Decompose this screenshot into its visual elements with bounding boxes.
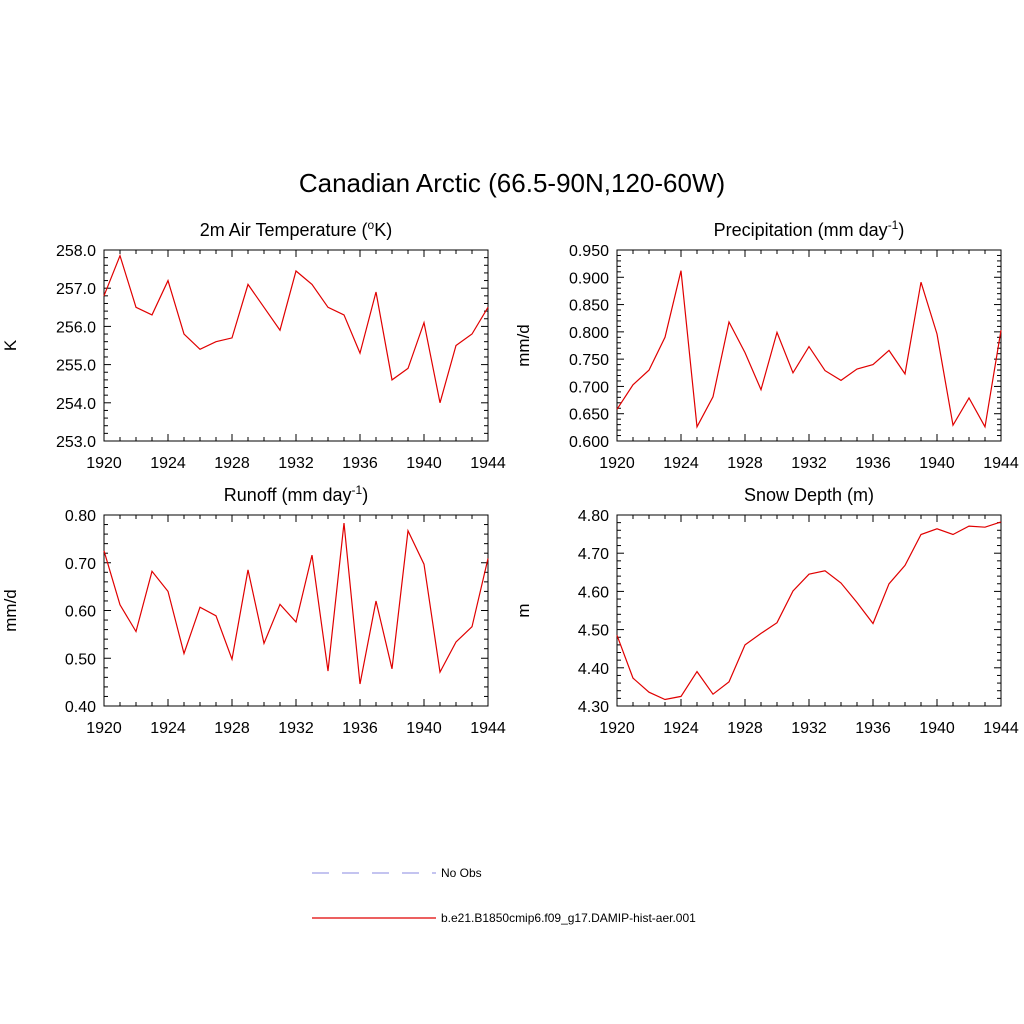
x-tick-label: 1924 <box>150 455 186 472</box>
x-tick-label: 1932 <box>278 720 314 737</box>
x-tick-label: 1940 <box>919 720 955 737</box>
x-tick-label: 1940 <box>406 720 442 737</box>
precipitation-panel: 1920 1924 1928 1932 1936 1940 1944 0.600 0.650 0.… <box>514 218 1019 472</box>
y-tick-label: 4.30 <box>578 699 609 716</box>
y-tick-label: 256.0 <box>56 319 96 336</box>
x-tick-label: 1924 <box>663 455 699 472</box>
plot-frame <box>616 514 1002 707</box>
x-tick-label: 1944 <box>983 720 1019 737</box>
panel-title: Precipitation (mm day-1) <box>714 218 905 240</box>
x-tick-label: 1940 <box>919 455 955 472</box>
y-tick-label: 257.0 <box>56 281 96 298</box>
temperature-panel: 1920 1924 1928 1932 1936 1940 1944 253.0 254.0 25… <box>1 218 506 472</box>
plot-frame <box>616 249 1002 442</box>
y-tick-label: 0.40 <box>65 699 96 716</box>
x-tick-label: 1944 <box>470 455 506 472</box>
series-line <box>616 521 1002 701</box>
y-tick-label: 4.80 <box>578 508 609 525</box>
x-tick-label: 1924 <box>150 720 186 737</box>
y-axis-label: m <box>514 603 533 617</box>
y-tick-label: 0.70 <box>65 556 96 573</box>
y-tick-label: 253.0 <box>56 434 96 451</box>
snow-depth-panel: 1920 1924 1928 1932 1936 1940 1944 4.30 4.40 4.50… <box>514 485 1019 737</box>
y-axis-label: mm/d <box>514 324 533 367</box>
y-tick-label: 0.850 <box>569 298 609 315</box>
x-tick-label: 1928 <box>214 455 250 472</box>
y-tick-label: 0.60 <box>65 604 96 621</box>
y-tick-label: 0.700 <box>569 379 609 396</box>
y-tick-label: 4.50 <box>578 623 609 640</box>
x-tick-label: 1932 <box>791 455 827 472</box>
y-axis-label: mm/d <box>1 589 20 632</box>
x-tick-label: 1928 <box>727 455 763 472</box>
panel-title: 2m Air Temperature (oK) <box>200 218 392 240</box>
y-tick-label: 0.950 <box>569 243 609 260</box>
y-tick-label: 4.70 <box>578 546 609 563</box>
x-tick-label: 1920 <box>599 455 635 472</box>
y-tick-label: 0.80 <box>65 508 96 525</box>
y-tick-label: 0.800 <box>569 325 609 342</box>
y-tick-label: 254.0 <box>56 396 96 413</box>
y-tick-label: 0.50 <box>65 651 96 668</box>
x-tick-label: 1936 <box>855 455 891 472</box>
panel-title: Snow Depth (m) <box>744 485 874 505</box>
x-tick-label: 1936 <box>342 720 378 737</box>
y-tick-label: 0.600 <box>569 434 609 451</box>
panel-title: Runoff (mm day-1) <box>224 483 368 505</box>
plot-frame <box>103 249 489 442</box>
x-tick-label: 1944 <box>470 720 506 737</box>
legend-label: b.e21.B1850cmip6.f09_g17.DAMIP-hist-aer.… <box>441 911 696 925</box>
series-line <box>103 253 489 403</box>
x-tick-label: 1928 <box>727 720 763 737</box>
x-tick-label: 1924 <box>663 720 699 737</box>
legend-label: No Obs <box>441 866 482 880</box>
y-tick-label: 4.60 <box>578 584 609 601</box>
x-tick-label: 1928 <box>214 720 250 737</box>
series-line <box>616 270 1002 429</box>
x-tick-label: 1920 <box>86 455 122 472</box>
x-tick-label: 1932 <box>278 455 314 472</box>
x-tick-label: 1920 <box>86 720 122 737</box>
runoff-panel: 1920 1924 1928 1932 1936 1940 1944 0.40 0.50 0.60… <box>1 483 506 737</box>
y-tick-label: 0.650 <box>569 407 609 424</box>
y-tick-label: 0.750 <box>569 352 609 369</box>
x-tick-label: 1936 <box>855 720 891 737</box>
y-tick-label: 0.900 <box>569 270 609 287</box>
x-tick-label: 1944 <box>983 455 1019 472</box>
x-tick-label: 1936 <box>342 455 378 472</box>
y-tick-label: 255.0 <box>56 358 96 375</box>
x-tick-label: 1940 <box>406 455 442 472</box>
x-tick-label: 1932 <box>791 720 827 737</box>
series-line <box>103 523 489 685</box>
y-tick-label: 258.0 <box>56 243 96 260</box>
page-title: Canadian Arctic (66.5-90N,120-60W) <box>298 168 726 198</box>
x-tick-label: 1920 <box>599 720 635 737</box>
y-axis-label: K <box>1 339 20 351</box>
y-tick-label: 4.40 <box>578 661 609 678</box>
